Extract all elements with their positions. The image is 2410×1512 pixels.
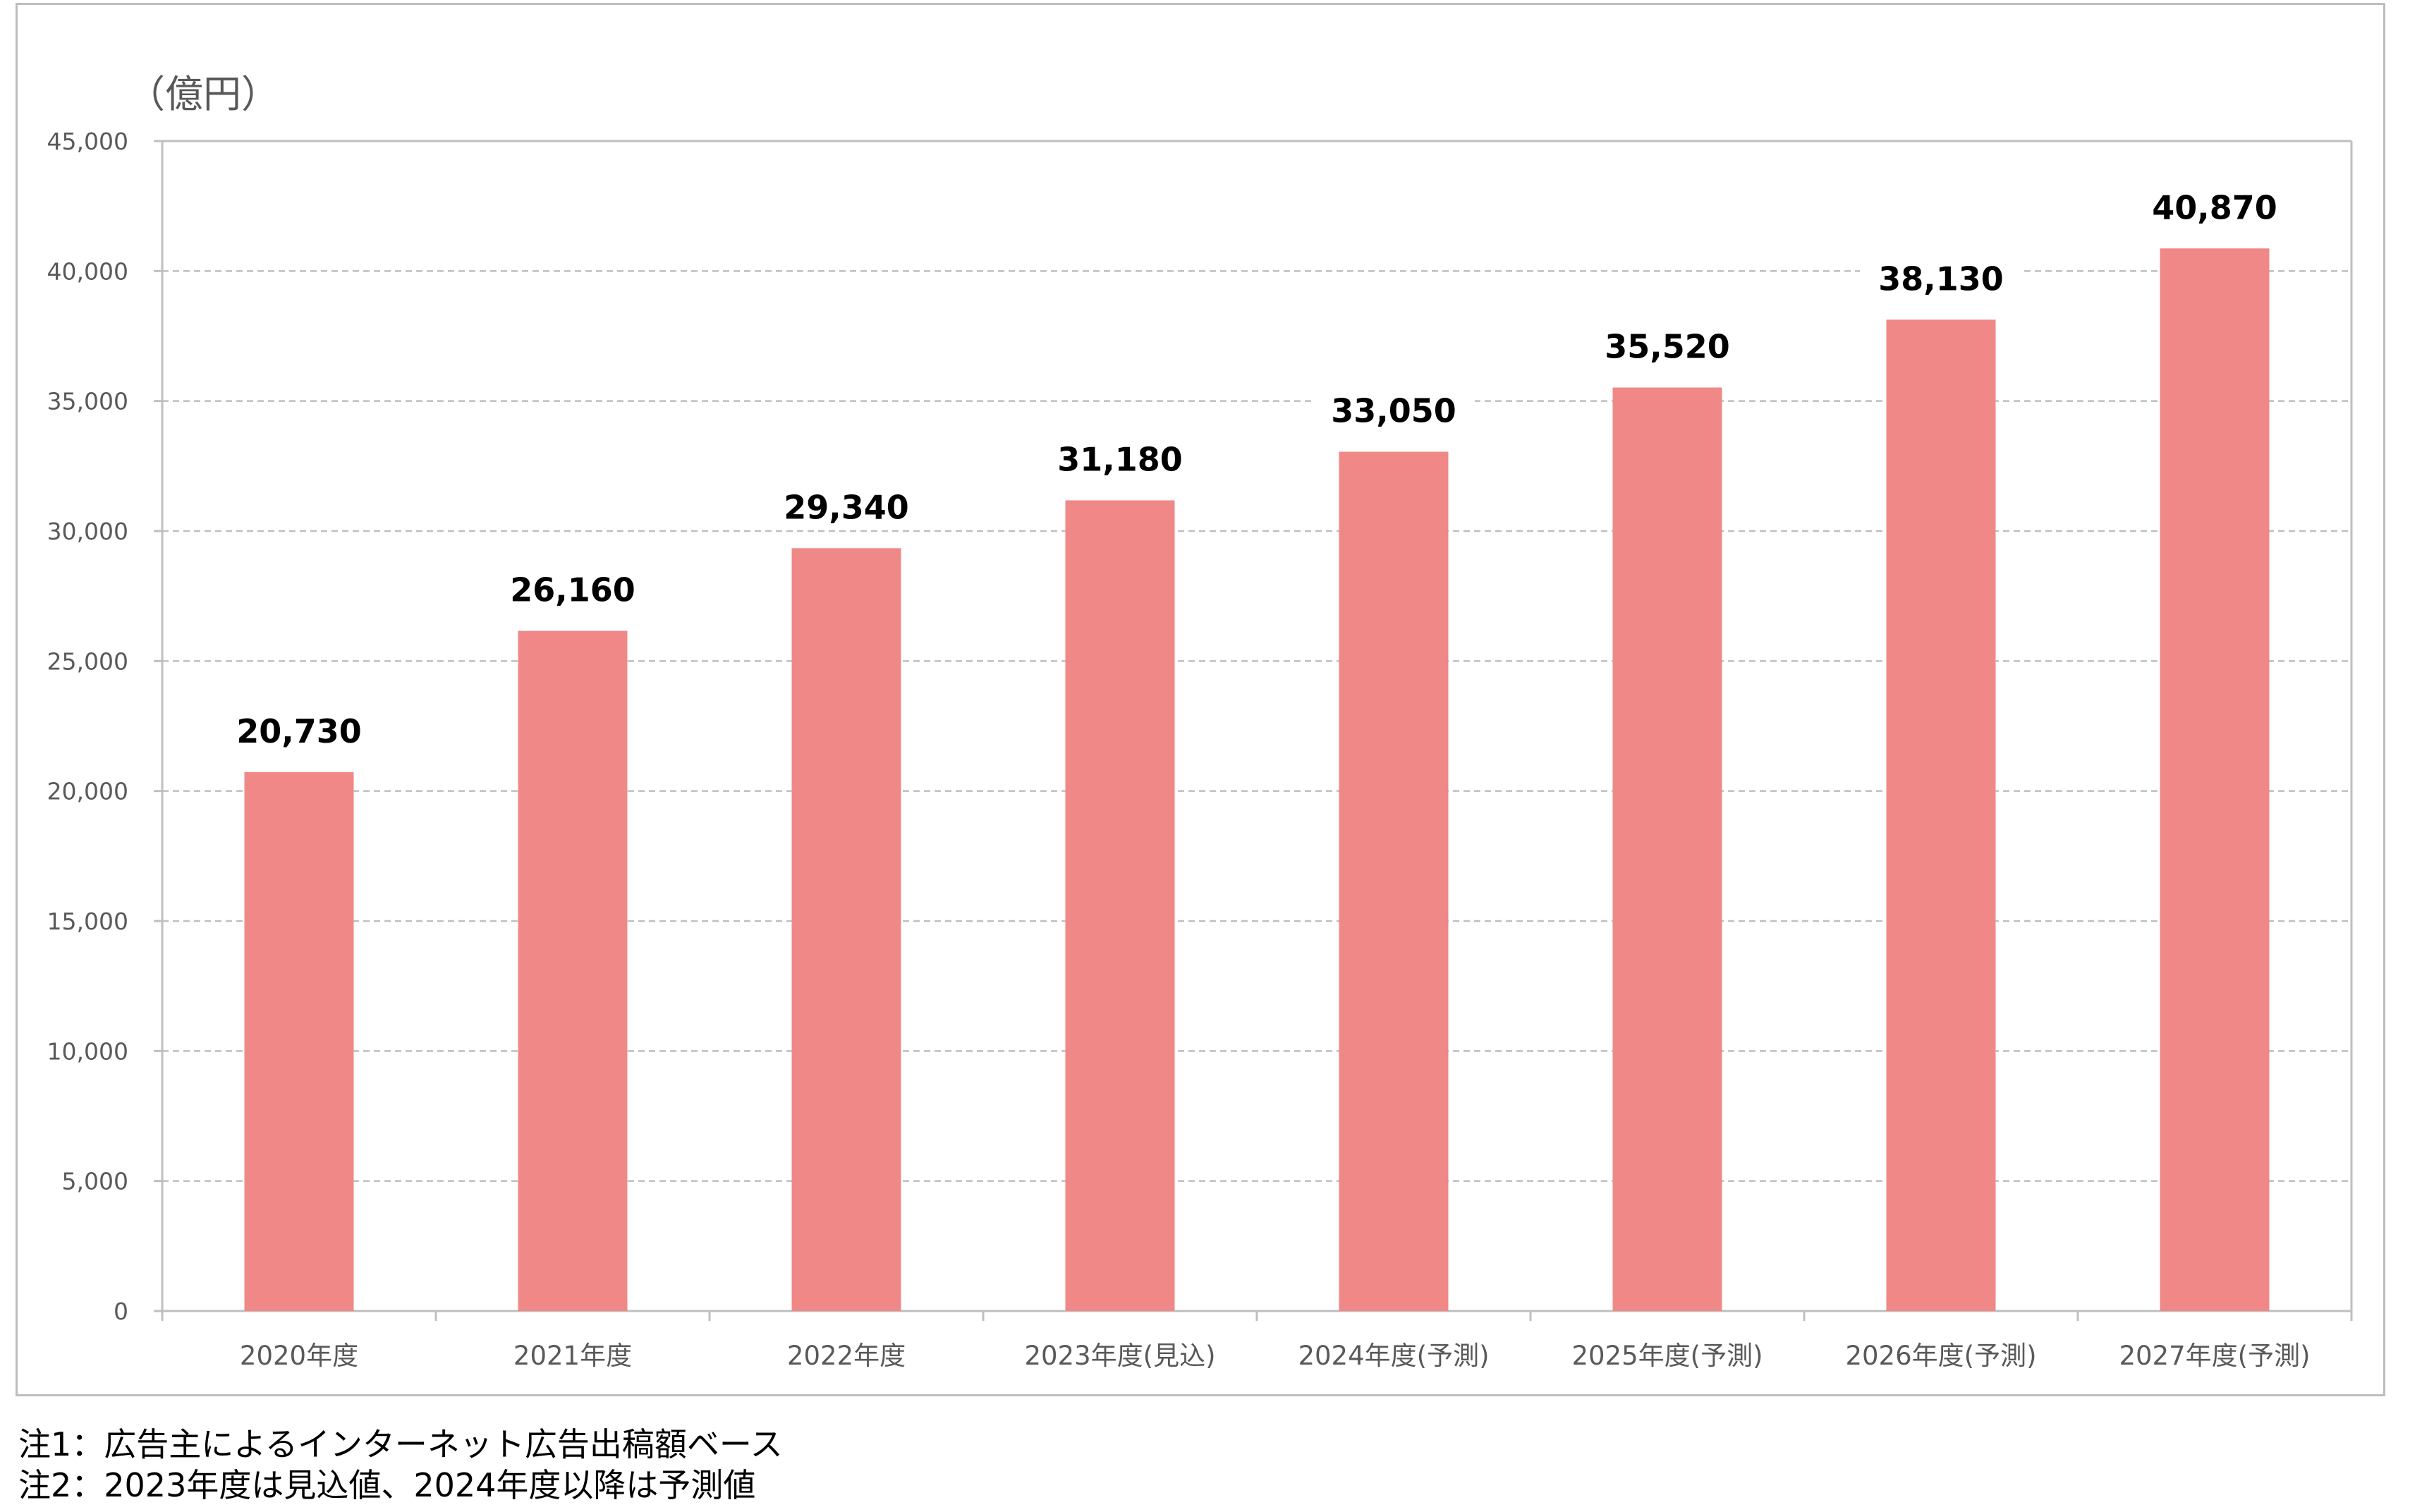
x-tick-label: 2027年度(予測) [2119,1341,2310,1371]
x-tick-label: 2020年度 [240,1341,358,1371]
y-tick-label: 10,000 [47,1037,128,1065]
y-tick-label: 0 [114,1298,128,1325]
data-label-background [218,709,380,754]
data-label-background [765,486,927,530]
data-label-background [1860,257,2022,302]
y-tick-label: 15,000 [47,908,128,935]
x-tick-label: 2023年度(見込) [1024,1341,1215,1371]
data-label-background [1586,325,1748,370]
footnote-2: 注2：2023年度は見込値、2024年度以降は予測値 [18,1466,756,1504]
bar [244,772,354,1311]
data-label: 38,130 [1878,260,2004,298]
y-tick-label: 5,000 [62,1168,128,1195]
footnote-1: 注1：広告主によるインターネット広告出稿額ベース [18,1425,783,1463]
y-tick-label: 20,000 [47,778,128,805]
data-label-background [492,568,654,613]
data-label: 33,050 [1331,392,1456,430]
bar [1339,451,1449,1311]
x-tick-label: 2025年度(予測) [1571,1341,1763,1371]
data-label-background [1039,438,1201,482]
x-tick-label: 2024年度(予測) [1298,1341,1489,1371]
x-tick-label: 2022年度 [787,1341,906,1371]
data-label: 31,180 [1057,440,1183,478]
bar [1065,500,1175,1311]
data-label: 35,520 [1605,327,1730,365]
data-label: 20,730 [236,712,362,750]
bar [518,630,628,1311]
y-axis-ticks: 0 5,000 10,000 15,000 20,000 25,000 30,000 35,0… [47,128,162,1325]
grid-lines [161,140,2353,1312]
data-label: 26,160 [510,571,635,609]
y-tick-label: 40,000 [47,257,128,285]
data-label: 40,870 [2152,188,2277,226]
bar [1886,319,1996,1312]
bar [2160,248,2270,1312]
bars: 20,730 26,160 29,340 31,180 33,050 35,520 38,1… [218,186,2296,1312]
y-axis-unit-label: （億円） [127,72,279,116]
y-tick-label: 45,000 [47,128,128,155]
x-tick-label: 2026年度(予測) [1845,1341,2036,1371]
data-label-background [2134,186,2296,231]
bar [1612,387,1722,1311]
bar [791,548,901,1311]
x-axis-ticks: 2020年度 2021年度 2022年度 2023年度(見込) 2024年度(予測) 20… [161,1311,2353,1371]
y-tick-label: 35,000 [47,388,128,415]
data-label-background [1313,389,1475,434]
data-label: 29,340 [784,488,909,526]
y-tick-label: 30,000 [47,518,128,545]
y-tick-label: 25,000 [47,647,128,675]
x-tick-label: 2021年度 [513,1341,632,1371]
